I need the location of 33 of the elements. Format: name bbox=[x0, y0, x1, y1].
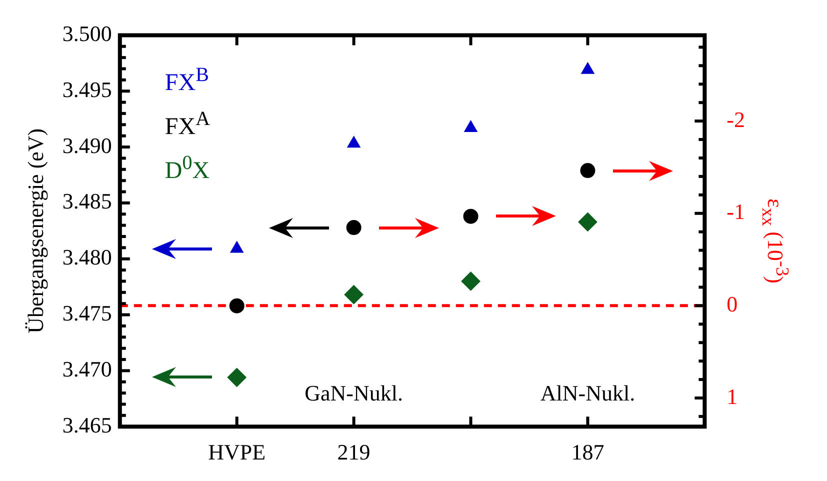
point bbox=[344, 285, 364, 304]
y-tick-label: 3.485 bbox=[62, 188, 112, 214]
point bbox=[347, 136, 360, 148]
point bbox=[229, 298, 244, 314]
x-tick-label: 187 bbox=[571, 440, 604, 465]
point bbox=[578, 212, 598, 232]
point bbox=[230, 241, 244, 253]
y2-tick-label: 0 bbox=[726, 291, 738, 316]
text: D$^{0}$X bbox=[164, 152, 210, 184]
text: FX$^{B}$ bbox=[164, 64, 209, 96]
point bbox=[581, 62, 594, 74]
text: FX$^{A}$ bbox=[164, 108, 210, 140]
y-tick-label: 3.470 bbox=[62, 356, 112, 382]
point bbox=[227, 368, 246, 387]
y2-tick-label: 1 bbox=[726, 384, 738, 409]
y-tick-label: 3.495 bbox=[62, 76, 112, 102]
y-axis-title: Übergangsenergie (eV) bbox=[22, 128, 48, 334]
point bbox=[464, 120, 478, 132]
y-tick-label: 3.475 bbox=[62, 300, 112, 326]
y2-tick-label: -1 bbox=[726, 199, 745, 224]
annotation: AlN-Nukl. bbox=[540, 380, 636, 406]
point bbox=[463, 208, 478, 224]
y-tick-label: 3.465 bbox=[62, 412, 112, 438]
annotation: GaN-Nukl. bbox=[304, 380, 403, 406]
y-tick-label: 3.500 bbox=[62, 20, 112, 46]
y-tick-label: 3.480 bbox=[62, 244, 112, 270]
y2-tick-label: -2 bbox=[726, 106, 745, 132]
point bbox=[580, 163, 596, 178]
x-tick-label: 219 bbox=[337, 440, 370, 465]
point bbox=[461, 272, 480, 291]
y-tick-label: 3.490 bbox=[62, 132, 112, 158]
x-tick-label: HVPE bbox=[208, 440, 266, 465]
point bbox=[346, 220, 362, 236]
